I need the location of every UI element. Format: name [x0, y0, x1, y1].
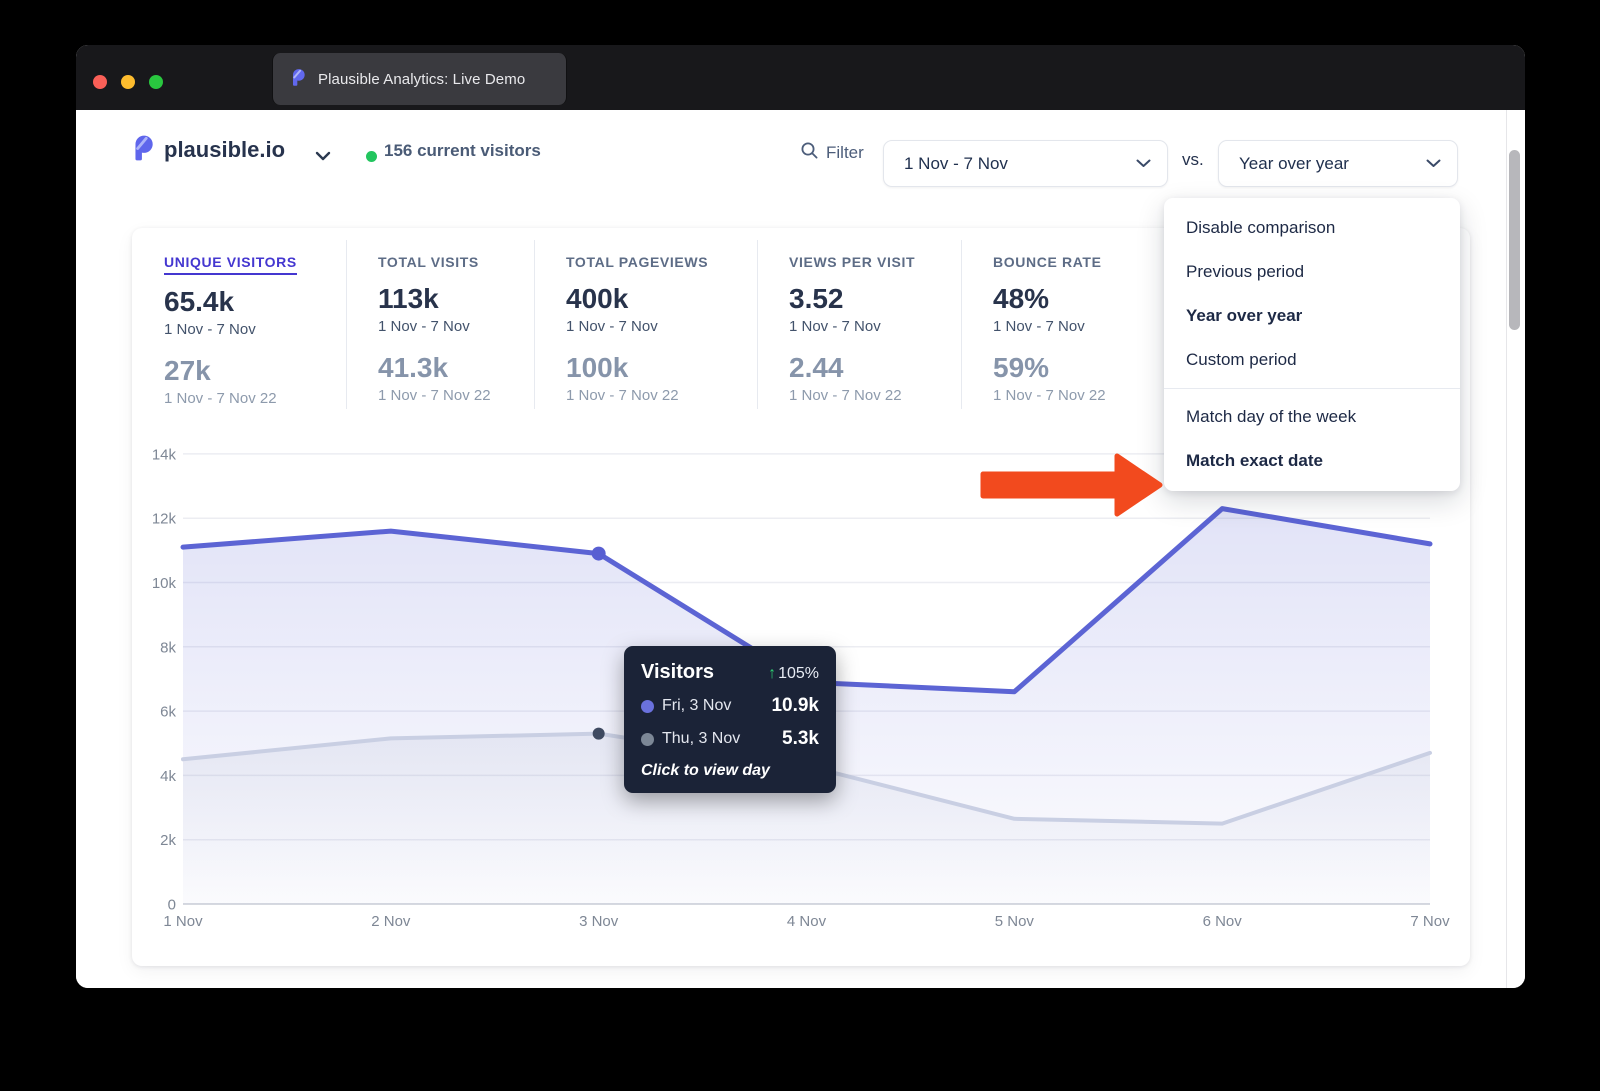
tooltip-row-comparison: Thu, 3 Nov 5.3k	[641, 728, 819, 750]
stat-value: 48%	[993, 283, 1050, 314]
stat-label[interactable]: TOTAL PAGEVIEWS	[566, 254, 709, 270]
date-range-value: 1 Nov - 7 Nov	[904, 153, 1008, 173]
stat-prev-value: 41.3k	[378, 352, 449, 383]
stat-label[interactable]: UNIQUE VISITORS	[164, 254, 297, 275]
chevron-down-icon	[1426, 155, 1441, 173]
tooltip-title: Visitors	[641, 661, 714, 683]
menu-item-custom-period[interactable]: Custom period	[1186, 350, 1297, 369]
search-icon	[800, 141, 819, 165]
current-visitors-count[interactable]: 156 current visitors	[384, 141, 541, 160]
stat-total-visits[interactable]: TOTAL VISITS 113k 1 Nov - 7 Nov 41.3k 1 …	[346, 240, 534, 409]
svg-text:6k: 6k	[160, 704, 176, 721]
menu-item-disable-comparison[interactable]: Disable comparison	[1186, 218, 1336, 237]
svg-text:10k: 10k	[152, 575, 177, 592]
tooltip-row-main: Fri, 3 Nov 10.9k	[641, 695, 819, 717]
chart-data-point-markers[interactable]	[591, 546, 606, 740]
site-chevron-down-icon[interactable]	[315, 148, 331, 166]
page-content: plausible.io 156 current visitors Filter…	[76, 110, 1525, 988]
favicon-plausible-icon	[288, 67, 308, 92]
scrollbar-track[interactable]	[1506, 110, 1507, 988]
tooltip-change: ↑ 105%	[768, 665, 819, 682]
minimize-window-button[interactable]	[121, 75, 135, 89]
chart-tooltip: Visitors ↑ 105% Fri, 3 Nov 10.9k Thu, 3 N…	[624, 646, 836, 793]
plausible-logo-icon	[130, 134, 156, 167]
stat-prev-period: 1 Nov - 7 Nov 22	[789, 387, 902, 404]
menu-item-match-exact-date[interactable]: Match exact date	[1186, 451, 1323, 470]
stat-label[interactable]: TOTAL VISITS	[378, 254, 479, 270]
svg-text:5 Nov: 5 Nov	[995, 913, 1035, 930]
stat-value: 3.52	[789, 283, 844, 314]
live-visitors-dot	[366, 151, 377, 162]
svg-text:14k: 14k	[152, 446, 177, 463]
svg-text:4 Nov: 4 Nov	[787, 913, 827, 930]
stat-prev-value: 2.44	[789, 352, 844, 383]
stat-value: 113k	[378, 283, 439, 314]
menu-item-match-day-of-week[interactable]: Match day of the week	[1186, 407, 1357, 426]
chart-axis-labels: 0 2k 4k 6k 8k 10k 12k 14k 1 Nov 2 Nov 3 Nov 4 Nov 5 …	[152, 446, 1450, 930]
filter-label: Filter	[826, 143, 864, 162]
menu-item-year-over-year[interactable]: Year over year	[1186, 306, 1303, 325]
stat-bounce-rate[interactable]: BOUNCE RATE 48% 1 Nov - 7 Nov 59% 1 Nov …	[961, 240, 1470, 409]
menu-divider	[1164, 388, 1460, 389]
main-series-dot-icon	[641, 699, 654, 713]
stat-prev-value: 59%	[993, 352, 1050, 383]
stat-label[interactable]: BOUNCE RATE	[993, 254, 1102, 270]
svg-text:3 Nov: 3 Nov	[579, 913, 619, 930]
zoom-window-button[interactable]	[149, 75, 163, 89]
up-arrow-icon: ↑	[768, 665, 777, 682]
vs-label: vs.	[1182, 150, 1204, 169]
stat-value: 65.4k	[164, 286, 235, 317]
filter-button[interactable]: Filter	[800, 141, 864, 165]
stat-period: 1 Nov - 7 Nov	[164, 321, 256, 338]
stat-prev-period: 1 Nov - 7 Nov 22	[164, 390, 277, 407]
svg-text:4k: 4k	[160, 768, 176, 785]
svg-text:7 Nov: 7 Nov	[1410, 913, 1450, 930]
close-window-button[interactable]	[93, 75, 107, 89]
stat-period: 1 Nov - 7 Nov	[993, 318, 1085, 335]
stat-value: 400k	[566, 283, 629, 314]
stats-row: UNIQUE VISITORS 65.4k 1 Nov - 7 Nov 27k …	[132, 240, 1470, 409]
stat-prev-period: 1 Nov - 7 Nov 22	[566, 387, 679, 404]
browser-tab[interactable]: Plausible Analytics: Live Demo	[272, 53, 567, 105]
stat-prev-period: 1 Nov - 7 Nov 22	[378, 387, 491, 404]
stat-prev-value: 27k	[164, 355, 211, 386]
tooltip-footer: Click to view day	[641, 762, 770, 779]
stat-period: 1 Nov - 7 Nov	[566, 318, 658, 335]
comparison-menu: Disable comparison Previous period Year …	[1164, 198, 1460, 491]
red-annotation-arrow-icon	[980, 447, 1166, 528]
tab-title: Plausible Analytics: Live Demo	[318, 70, 526, 88]
site-name[interactable]: plausible.io	[164, 137, 286, 162]
svg-text:8k: 8k	[160, 639, 176, 656]
svg-text:12k: 12k	[152, 511, 177, 528]
comparison-value: Year over year	[1239, 153, 1349, 173]
date-range-dropdown[interactable]: 1 Nov - 7 Nov	[883, 140, 1168, 187]
browser-chrome: Plausible Analytics: Live Demo	[76, 45, 1525, 110]
stat-period: 1 Nov - 7 Nov	[378, 318, 470, 335]
stat-views-per-visit[interactable]: VIEWS PER VISIT 3.52 1 Nov - 7 Nov 2.44 …	[757, 240, 961, 409]
stat-prev-period: 1 Nov - 7 Nov 22	[993, 387, 1106, 404]
svg-text:0: 0	[168, 897, 176, 914]
stat-total-pageviews[interactable]: TOTAL PAGEVIEWS 400k 1 Nov - 7 Nov 100k …	[534, 240, 757, 409]
svg-text:1 Nov: 1 Nov	[163, 913, 203, 930]
browser-window: Plausible Analytics: Live Demo plausible…	[76, 45, 1525, 988]
comparison-series-dot-icon	[641, 732, 654, 746]
svg-text:2k: 2k	[160, 832, 176, 849]
stat-unique-visitors[interactable]: UNIQUE VISITORS 65.4k 1 Nov - 7 Nov 27k …	[132, 240, 346, 409]
scrollbar-thumb[interactable]	[1509, 150, 1520, 330]
stat-prev-value: 100k	[566, 352, 629, 383]
menu-item-previous-period[interactable]: Previous period	[1186, 262, 1305, 281]
stat-period: 1 Nov - 7 Nov	[789, 318, 881, 335]
stat-label[interactable]: VIEWS PER VISIT	[789, 254, 916, 270]
comparison-dropdown[interactable]: Year over year	[1218, 140, 1458, 187]
svg-text:6 Nov: 6 Nov	[1203, 913, 1243, 930]
svg-text:2 Nov: 2 Nov	[371, 913, 411, 930]
chevron-down-icon	[1136, 155, 1151, 173]
